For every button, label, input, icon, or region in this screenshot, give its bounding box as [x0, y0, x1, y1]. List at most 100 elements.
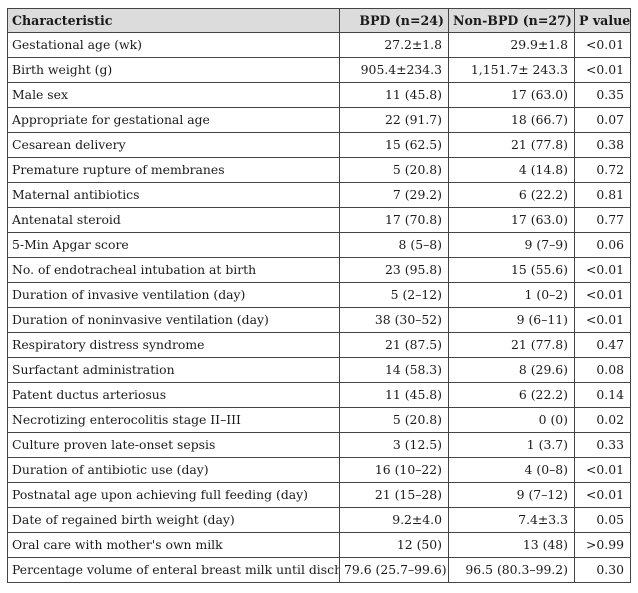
- cell-characteristic: Patent ductus arteriosus: [7, 382, 340, 408]
- cell-bpd: 5 (20.8): [339, 407, 449, 433]
- cell-non-bpd: 9 (7–9): [448, 232, 575, 258]
- cell-non-bpd: 21 (77.8): [448, 332, 575, 358]
- cell-characteristic: Culture proven late-onset sepsis: [7, 432, 340, 458]
- cell-non-bpd: 29.9±1.8: [448, 32, 575, 58]
- cell-p-value: 0.35: [574, 82, 631, 108]
- cell-p-value: 0.30: [574, 557, 631, 583]
- cell-bpd: 38 (30–52): [339, 307, 449, 333]
- cell-characteristic: Cesarean delivery: [7, 132, 340, 158]
- cell-p-value: <0.01: [574, 257, 631, 283]
- cell-characteristic: Antenatal steroid: [7, 207, 340, 233]
- cell-p-value: >0.99: [574, 532, 631, 558]
- table-row: Surfactant administration 14 (58.3) 8 (29.…: [7, 357, 631, 383]
- cell-bpd: 22 (91.7): [339, 107, 449, 133]
- cell-p-value: <0.01: [574, 457, 631, 483]
- cell-characteristic: Birth weight (g): [7, 57, 340, 83]
- table-row: Duration of noninvasive ventilation (day…: [7, 307, 631, 333]
- table-row: Birth weight (g) 905.4±234.3 1,151.7± 243.…: [7, 57, 631, 83]
- cell-p-value: 0.08: [574, 357, 631, 383]
- cell-bpd: 5 (20.8): [339, 157, 449, 183]
- cell-p-value: 0.72: [574, 157, 631, 183]
- cell-characteristic: Necrotizing enterocolitis stage II–III: [7, 407, 340, 433]
- cell-p-value: 0.02: [574, 407, 631, 433]
- table-row: Respiratory distress syndrome 21 (87.5) 21…: [7, 332, 631, 358]
- cell-p-value: 0.77: [574, 207, 631, 233]
- cell-non-bpd: 17 (63.0): [448, 207, 575, 233]
- header-bpd: BPD (n=24): [339, 8, 449, 33]
- cell-bpd: 5 (2–12): [339, 282, 449, 308]
- header-characteristic: Characteristic: [7, 8, 340, 33]
- cell-p-value: <0.01: [574, 307, 631, 333]
- cell-bpd: 23 (95.8): [339, 257, 449, 283]
- cell-p-value: 0.14: [574, 382, 631, 408]
- table-row: Cesarean delivery 15 (62.5) 21 (77.8) 0.38: [7, 132, 631, 158]
- table-row: Necrotizing enterocolitis stage II–III 5 …: [7, 407, 631, 433]
- cell-bpd: 12 (50): [339, 532, 449, 558]
- cell-characteristic: Respiratory distress syndrome: [7, 332, 340, 358]
- cell-bpd: 905.4±234.3: [339, 57, 449, 83]
- cell-characteristic: Oral care with mother's own milk: [7, 532, 340, 558]
- cell-non-bpd: 4 (14.8): [448, 157, 575, 183]
- cell-non-bpd: 96.5 (80.3–99.2): [448, 557, 575, 583]
- cell-p-value: 0.06: [574, 232, 631, 258]
- table-row: Oral care with mother's own milk 12 (50) 1…: [7, 532, 631, 558]
- cell-p-value: 0.33: [574, 432, 631, 458]
- cell-p-value: <0.01: [574, 482, 631, 508]
- characteristics-table: Characteristic BPD (n=24) Non-BPD (n=27)…: [7, 8, 631, 583]
- cell-p-value: 0.07: [574, 107, 631, 133]
- cell-characteristic: Surfactant administration: [7, 357, 340, 383]
- cell-characteristic: 5-Min Apgar score: [7, 232, 340, 258]
- cell-characteristic: No. of endotracheal intubation at birth: [7, 257, 340, 283]
- cell-characteristic: Percentage volume of enteral breast milk…: [7, 557, 340, 583]
- table-row: Date of regained birth weight (day) 9.2±4…: [7, 507, 631, 533]
- cell-non-bpd: 15 (55.6): [448, 257, 575, 283]
- table-row: Postnatal age upon achieving full feedin…: [7, 482, 631, 508]
- cell-bpd: 21 (15–28): [339, 482, 449, 508]
- cell-bpd: 11 (45.8): [339, 82, 449, 108]
- table-row: Male sex 11 (45.8) 17 (63.0) 0.35: [7, 82, 631, 108]
- cell-bpd: 27.2±1.8: [339, 32, 449, 58]
- cell-p-value: 0.81: [574, 182, 631, 208]
- cell-characteristic: Duration of noninvasive ventilation (day…: [7, 307, 340, 333]
- table-row: Duration of antibiotic use (day) 16 (10–2…: [7, 457, 631, 483]
- cell-characteristic: Date of regained birth weight (day): [7, 507, 340, 533]
- table-header: Characteristic BPD (n=24) Non-BPD (n=27)…: [7, 8, 631, 33]
- cell-p-value: <0.01: [574, 32, 631, 58]
- cell-bpd: 8 (5–8): [339, 232, 449, 258]
- table-body: Gestational age (wk) 27.2±1.8 29.9±1.8 <0.0…: [7, 32, 631, 583]
- cell-p-value: 0.47: [574, 332, 631, 358]
- cell-bpd: 7 (29.2): [339, 182, 449, 208]
- cell-characteristic: Gestational age (wk): [7, 32, 340, 58]
- cell-p-value: <0.01: [574, 57, 631, 83]
- header-p-value: P value: [574, 8, 631, 33]
- cell-bpd: 17 (70.8): [339, 207, 449, 233]
- table-row: Antenatal steroid 17 (70.8) 17 (63.0) 0.77: [7, 207, 631, 233]
- cell-non-bpd: 6 (22.2): [448, 182, 575, 208]
- table-row: Gestational age (wk) 27.2±1.8 29.9±1.8 <0.0…: [7, 32, 631, 58]
- cell-non-bpd: 17 (63.0): [448, 82, 575, 108]
- characteristics-table-container: Characteristic BPD (n=24) Non-BPD (n=27)…: [7, 8, 631, 583]
- cell-non-bpd: 7.4±3.3: [448, 507, 575, 533]
- cell-bpd: 79.6 (25.7–99.6): [339, 557, 449, 583]
- cell-characteristic: Male sex: [7, 82, 340, 108]
- cell-characteristic: Appropriate for gestational age: [7, 107, 340, 133]
- table-row: Percentage volume of enteral breast milk…: [7, 557, 631, 583]
- cell-bpd: 11 (45.8): [339, 382, 449, 408]
- cell-bpd: 14 (58.3): [339, 357, 449, 383]
- cell-bpd: 9.2±4.0: [339, 507, 449, 533]
- cell-bpd: 16 (10–22): [339, 457, 449, 483]
- cell-non-bpd: 4 (0–8): [448, 457, 575, 483]
- cell-bpd: 3 (12.5): [339, 432, 449, 458]
- cell-non-bpd: 9 (7–12): [448, 482, 575, 508]
- cell-non-bpd: 18 (66.7): [448, 107, 575, 133]
- cell-non-bpd: 0 (0): [448, 407, 575, 433]
- cell-bpd: 15 (62.5): [339, 132, 449, 158]
- table-row: Patent ductus arteriosus 11 (45.8) 6 (22.2…: [7, 382, 631, 408]
- table-row: Maternal antibiotics 7 (29.2) 6 (22.2) 0.81: [7, 182, 631, 208]
- cell-characteristic: Duration of antibiotic use (day): [7, 457, 340, 483]
- cell-p-value: 0.05: [574, 507, 631, 533]
- cell-non-bpd: 6 (22.2): [448, 382, 575, 408]
- cell-non-bpd: 21 (77.8): [448, 132, 575, 158]
- cell-non-bpd: 9 (6–11): [448, 307, 575, 333]
- table-row: 5-Min Apgar score 8 (5–8) 9 (7–9) 0.06: [7, 232, 631, 258]
